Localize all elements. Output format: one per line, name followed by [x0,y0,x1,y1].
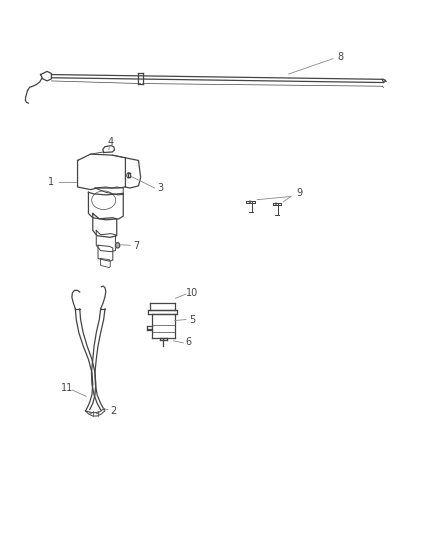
Text: 6: 6 [185,337,191,347]
Text: 5: 5 [189,314,195,325]
Text: 3: 3 [157,183,163,193]
Text: 7: 7 [133,241,139,252]
Text: 4: 4 [107,138,113,148]
Text: 9: 9 [297,188,303,198]
Text: 2: 2 [110,406,117,416]
Text: 11: 11 [60,383,73,393]
Ellipse shape [116,243,120,248]
Text: 1: 1 [48,176,54,187]
Text: 8: 8 [338,52,344,61]
Text: 10: 10 [186,288,198,298]
